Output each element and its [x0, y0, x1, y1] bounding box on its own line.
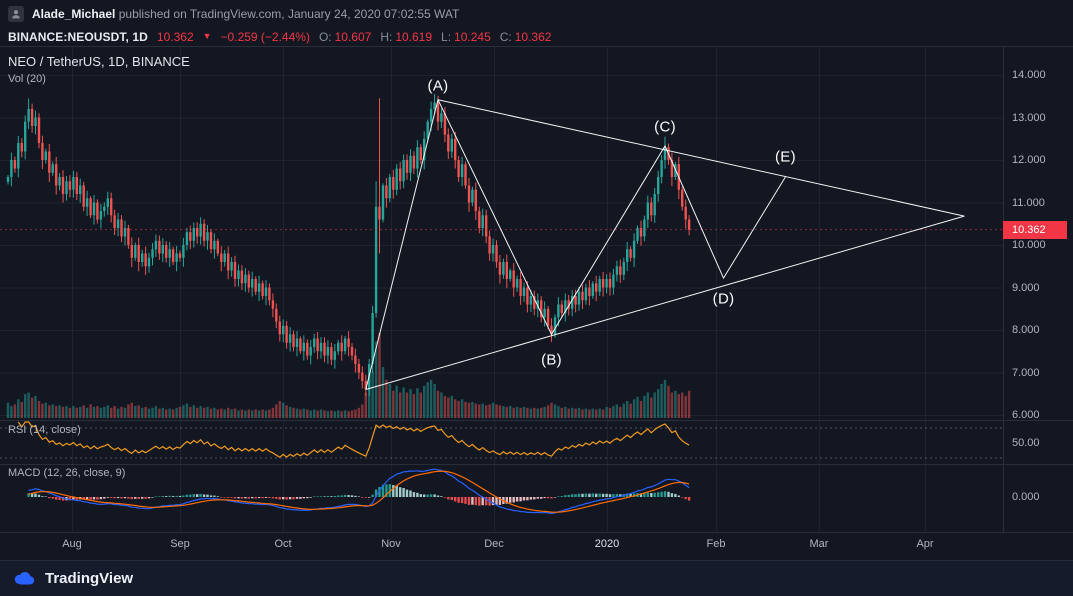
low-value: 10.245 — [454, 30, 491, 44]
symbol-info-bar: BINANCE:NEOUSDT, 1D 10.362 ▼ −0.259 (−2.… — [0, 28, 1073, 46]
close-label: C: — [499, 30, 512, 44]
open-quote: O: 10.607 — [319, 30, 371, 44]
tradingview-brand[interactable]: TradingView — [45, 570, 134, 587]
user-icon — [12, 10, 20, 19]
close-quote: C: 10.362 — [500, 30, 552, 44]
footer-bar: TradingView — [0, 560, 1073, 596]
rsi-legend[interactable]: RSI (14, close) — [8, 424, 81, 436]
macd-axis-value: 0.000 — [1012, 491, 1040, 503]
attribution-bar: Alade_Michael published on TradingView.c… — [0, 0, 1073, 28]
volume-legend[interactable]: Vol (20) — [8, 73, 46, 85]
open-label: O: — [318, 30, 332, 44]
high-quote: H: 10.619 — [380, 30, 432, 44]
tradingview-logo-icon[interactable] — [12, 571, 36, 586]
attribution-text: published on TradingView.com, January 24… — [118, 7, 460, 21]
close-value: 10.362 — [514, 30, 552, 44]
low-label: L: — [441, 30, 452, 44]
symbol-title[interactable]: BINANCE:NEOUSDT, 1D — [8, 30, 148, 44]
chart-canvas[interactable] — [0, 46, 1073, 560]
high-label: H: — [380, 30, 393, 44]
low-quote: L: 10.245 — [441, 30, 491, 44]
change-direction-icon: ▼ — [202, 31, 212, 41]
last-price-badge: 10.362 — [1003, 221, 1067, 239]
open-value: 10.607 — [334, 30, 372, 44]
high-value: 10.619 — [395, 30, 433, 44]
macd-legend[interactable]: MACD (12, 26, close, 9) — [8, 467, 126, 479]
price-change: −0.259 (−2.44%) — [220, 30, 310, 44]
rsi-axis-value: 50.00 — [1012, 437, 1040, 449]
chart-legend-title[interactable]: NEO / TetherUS, 1D, BINANCE — [8, 54, 190, 69]
author-avatar[interactable] — [8, 6, 24, 22]
author-name[interactable]: Alade_Michael — [32, 7, 116, 21]
chart-area[interactable]: NEO / TetherUS, 1D, BINANCE Vol (20) RSI… — [0, 46, 1073, 560]
attribution-text-group: Alade_Michael published on TradingView.c… — [32, 7, 459, 21]
last-price: 10.362 — [156, 30, 194, 44]
